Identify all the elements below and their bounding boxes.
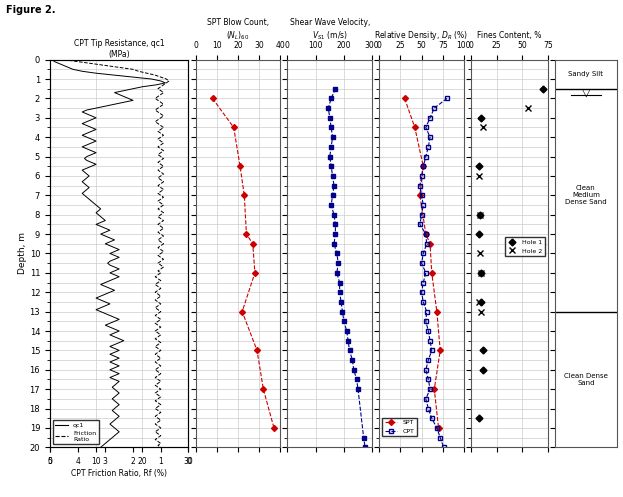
- Hole 2: [475, 299, 483, 305]
- X-axis label: Fines Content, %: Fines Content, %: [477, 31, 542, 40]
- Hole 1: [475, 231, 483, 237]
- Line: Hole 1: Hole 1: [477, 86, 545, 420]
- X-axis label: CPT Friction Ratio, Rf (%): CPT Friction Ratio, Rf (%): [71, 469, 167, 478]
- Y-axis label: Depth, m: Depth, m: [17, 233, 27, 274]
- Hole 1: [480, 367, 487, 373]
- Legend: qc1, Friction
Ratio: qc1, Friction Ratio: [53, 420, 98, 444]
- Text: Figure 2.: Figure 2.: [6, 5, 55, 15]
- Text: Sandy Silt: Sandy Silt: [568, 71, 604, 77]
- Hole 2: [477, 212, 484, 218]
- Text: Clean
Medium
Dense Sand: Clean Medium Dense Sand: [565, 185, 607, 205]
- Hole 1: [475, 163, 483, 169]
- Hole 1: [478, 299, 485, 305]
- X-axis label: Shear Wave Velocity,
$V_{S1}$ (m/s): Shear Wave Velocity, $V_{S1}$ (m/s): [290, 18, 370, 42]
- Text: Clean Dense
Sand: Clean Dense Sand: [564, 373, 608, 386]
- Hole 2: [524, 105, 531, 111]
- Hole 1: [477, 212, 484, 218]
- X-axis label: Relative Density, $D_R$ (%): Relative Density, $D_R$ (%): [374, 29, 468, 42]
- Line: Hole 2: Hole 2: [477, 105, 530, 315]
- Legend: Hole 1, Hole 2: Hole 1, Hole 2: [505, 237, 545, 256]
- Hole 1: [478, 270, 485, 276]
- Legend: SPT, CPT: SPT, CPT: [383, 417, 417, 436]
- X-axis label: SPT Blow Count,
$(N_L)_{60}$: SPT Blow Count, $(N_L)_{60}$: [207, 18, 269, 42]
- Hole 2: [480, 124, 487, 130]
- Hole 1: [539, 85, 546, 91]
- Hole 2: [475, 173, 483, 179]
- Hole 1: [478, 115, 485, 121]
- Hole 2: [477, 250, 484, 256]
- Hole 2: [478, 270, 485, 276]
- X-axis label: CPT Tip Resistance, qc1
(MPa): CPT Tip Resistance, qc1 (MPa): [74, 39, 164, 59]
- Text: ▽: ▽: [582, 87, 590, 97]
- Hole 1: [475, 415, 483, 421]
- Hole 2: [478, 309, 485, 315]
- Hole 1: [480, 347, 487, 353]
